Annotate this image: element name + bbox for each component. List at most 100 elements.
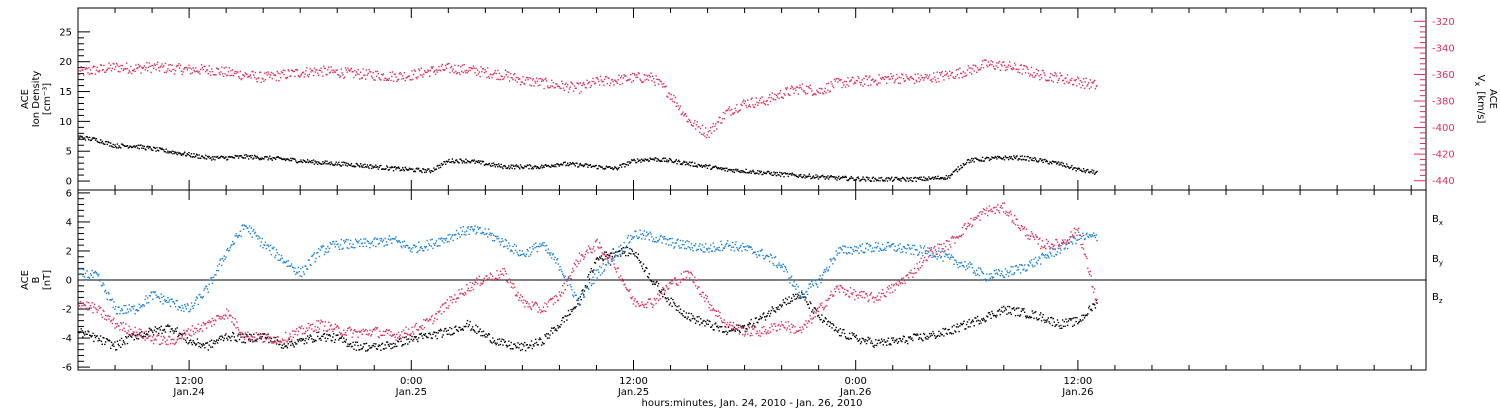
by-point bbox=[1044, 256, 1046, 258]
density-point bbox=[530, 165, 532, 167]
bx-point bbox=[649, 279, 651, 281]
by-point bbox=[591, 283, 593, 285]
by-point bbox=[253, 228, 255, 231]
by-point bbox=[886, 241, 889, 244]
bx-point bbox=[822, 321, 824, 323]
velocity-point bbox=[771, 92, 773, 94]
by-point bbox=[624, 247, 626, 249]
density-point bbox=[775, 175, 778, 177]
by-point bbox=[941, 250, 943, 252]
density-point bbox=[859, 180, 861, 182]
velocity-point bbox=[219, 73, 221, 76]
density-point bbox=[398, 167, 401, 169]
velocity-point bbox=[531, 79, 534, 81]
by-point bbox=[427, 249, 429, 251]
by-point bbox=[413, 244, 416, 246]
density-point bbox=[1027, 155, 1029, 158]
bx-point bbox=[119, 339, 121, 341]
velocity-point bbox=[801, 88, 803, 91]
velocity-point bbox=[375, 70, 377, 73]
velocity-point bbox=[1036, 73, 1038, 75]
density-point bbox=[406, 168, 408, 171]
density-point bbox=[1014, 157, 1017, 160]
bx-point bbox=[596, 257, 598, 259]
by-point bbox=[95, 272, 98, 274]
density-point bbox=[999, 157, 1001, 159]
by-point bbox=[342, 247, 344, 249]
velocity-point bbox=[165, 71, 167, 74]
density-point bbox=[726, 167, 728, 169]
velocity-point bbox=[253, 74, 255, 76]
by-point bbox=[737, 249, 740, 252]
density-point bbox=[145, 149, 147, 151]
density-point bbox=[505, 167, 507, 169]
density-point bbox=[325, 163, 327, 165]
density-point bbox=[673, 161, 675, 164]
bz-point bbox=[83, 303, 86, 306]
velocity-point bbox=[734, 107, 736, 110]
velocity-point bbox=[802, 90, 805, 92]
velocity-point bbox=[294, 75, 296, 78]
bx-point bbox=[762, 313, 764, 315]
by-point bbox=[407, 247, 410, 249]
density-point bbox=[801, 176, 803, 178]
bx-point bbox=[755, 317, 757, 319]
density-point bbox=[146, 146, 148, 148]
density-point bbox=[980, 159, 982, 161]
by-point bbox=[861, 243, 863, 245]
by-point bbox=[433, 243, 435, 245]
velocity-point bbox=[339, 75, 342, 77]
density-point bbox=[593, 165, 595, 167]
velocity-point bbox=[279, 73, 281, 75]
density-point bbox=[681, 163, 683, 166]
by-point bbox=[363, 238, 365, 240]
density-point bbox=[205, 154, 207, 157]
density-point bbox=[192, 156, 194, 158]
by-point bbox=[1029, 260, 1031, 263]
velocity-point bbox=[957, 68, 959, 70]
by-point bbox=[618, 246, 620, 248]
by-point bbox=[216, 265, 219, 267]
bx-point bbox=[188, 341, 190, 344]
velocity-point bbox=[1056, 75, 1058, 77]
velocity-point bbox=[562, 83, 564, 85]
velocity-point bbox=[433, 71, 435, 73]
bx-point bbox=[198, 345, 200, 348]
bx-point bbox=[296, 339, 299, 341]
velocity-point bbox=[912, 78, 915, 81]
velocity-point bbox=[1002, 61, 1004, 64]
velocity-point bbox=[837, 81, 839, 83]
velocity-point bbox=[410, 79, 412, 81]
density-point bbox=[788, 173, 790, 175]
density-point bbox=[211, 156, 214, 158]
density-point bbox=[1028, 160, 1030, 162]
density-point bbox=[280, 158, 283, 160]
density-point bbox=[622, 163, 624, 165]
density-point bbox=[738, 170, 741, 173]
density-point bbox=[236, 155, 238, 157]
density-point bbox=[108, 141, 110, 144]
velocity-point bbox=[114, 68, 116, 70]
bx-point bbox=[976, 320, 978, 322]
density-point bbox=[804, 177, 806, 179]
velocity-point bbox=[435, 69, 438, 71]
velocity-point bbox=[296, 68, 298, 71]
by-point bbox=[530, 253, 532, 256]
density-point bbox=[78, 135, 80, 137]
by-point bbox=[638, 236, 640, 238]
by-point bbox=[766, 254, 768, 257]
velocity-point bbox=[1003, 61, 1005, 63]
density-points bbox=[78, 135, 1098, 182]
by-point bbox=[636, 235, 638, 237]
bx-point bbox=[1059, 327, 1061, 330]
velocity-point bbox=[409, 79, 411, 81]
density-point bbox=[414, 170, 417, 173]
density-point bbox=[1007, 157, 1009, 159]
density-point bbox=[343, 161, 345, 163]
velocity-point bbox=[212, 74, 215, 76]
bx-point bbox=[403, 336, 406, 339]
by-point bbox=[87, 276, 89, 279]
density-point bbox=[558, 165, 560, 167]
by-point bbox=[720, 240, 722, 243]
density-point bbox=[476, 161, 479, 163]
